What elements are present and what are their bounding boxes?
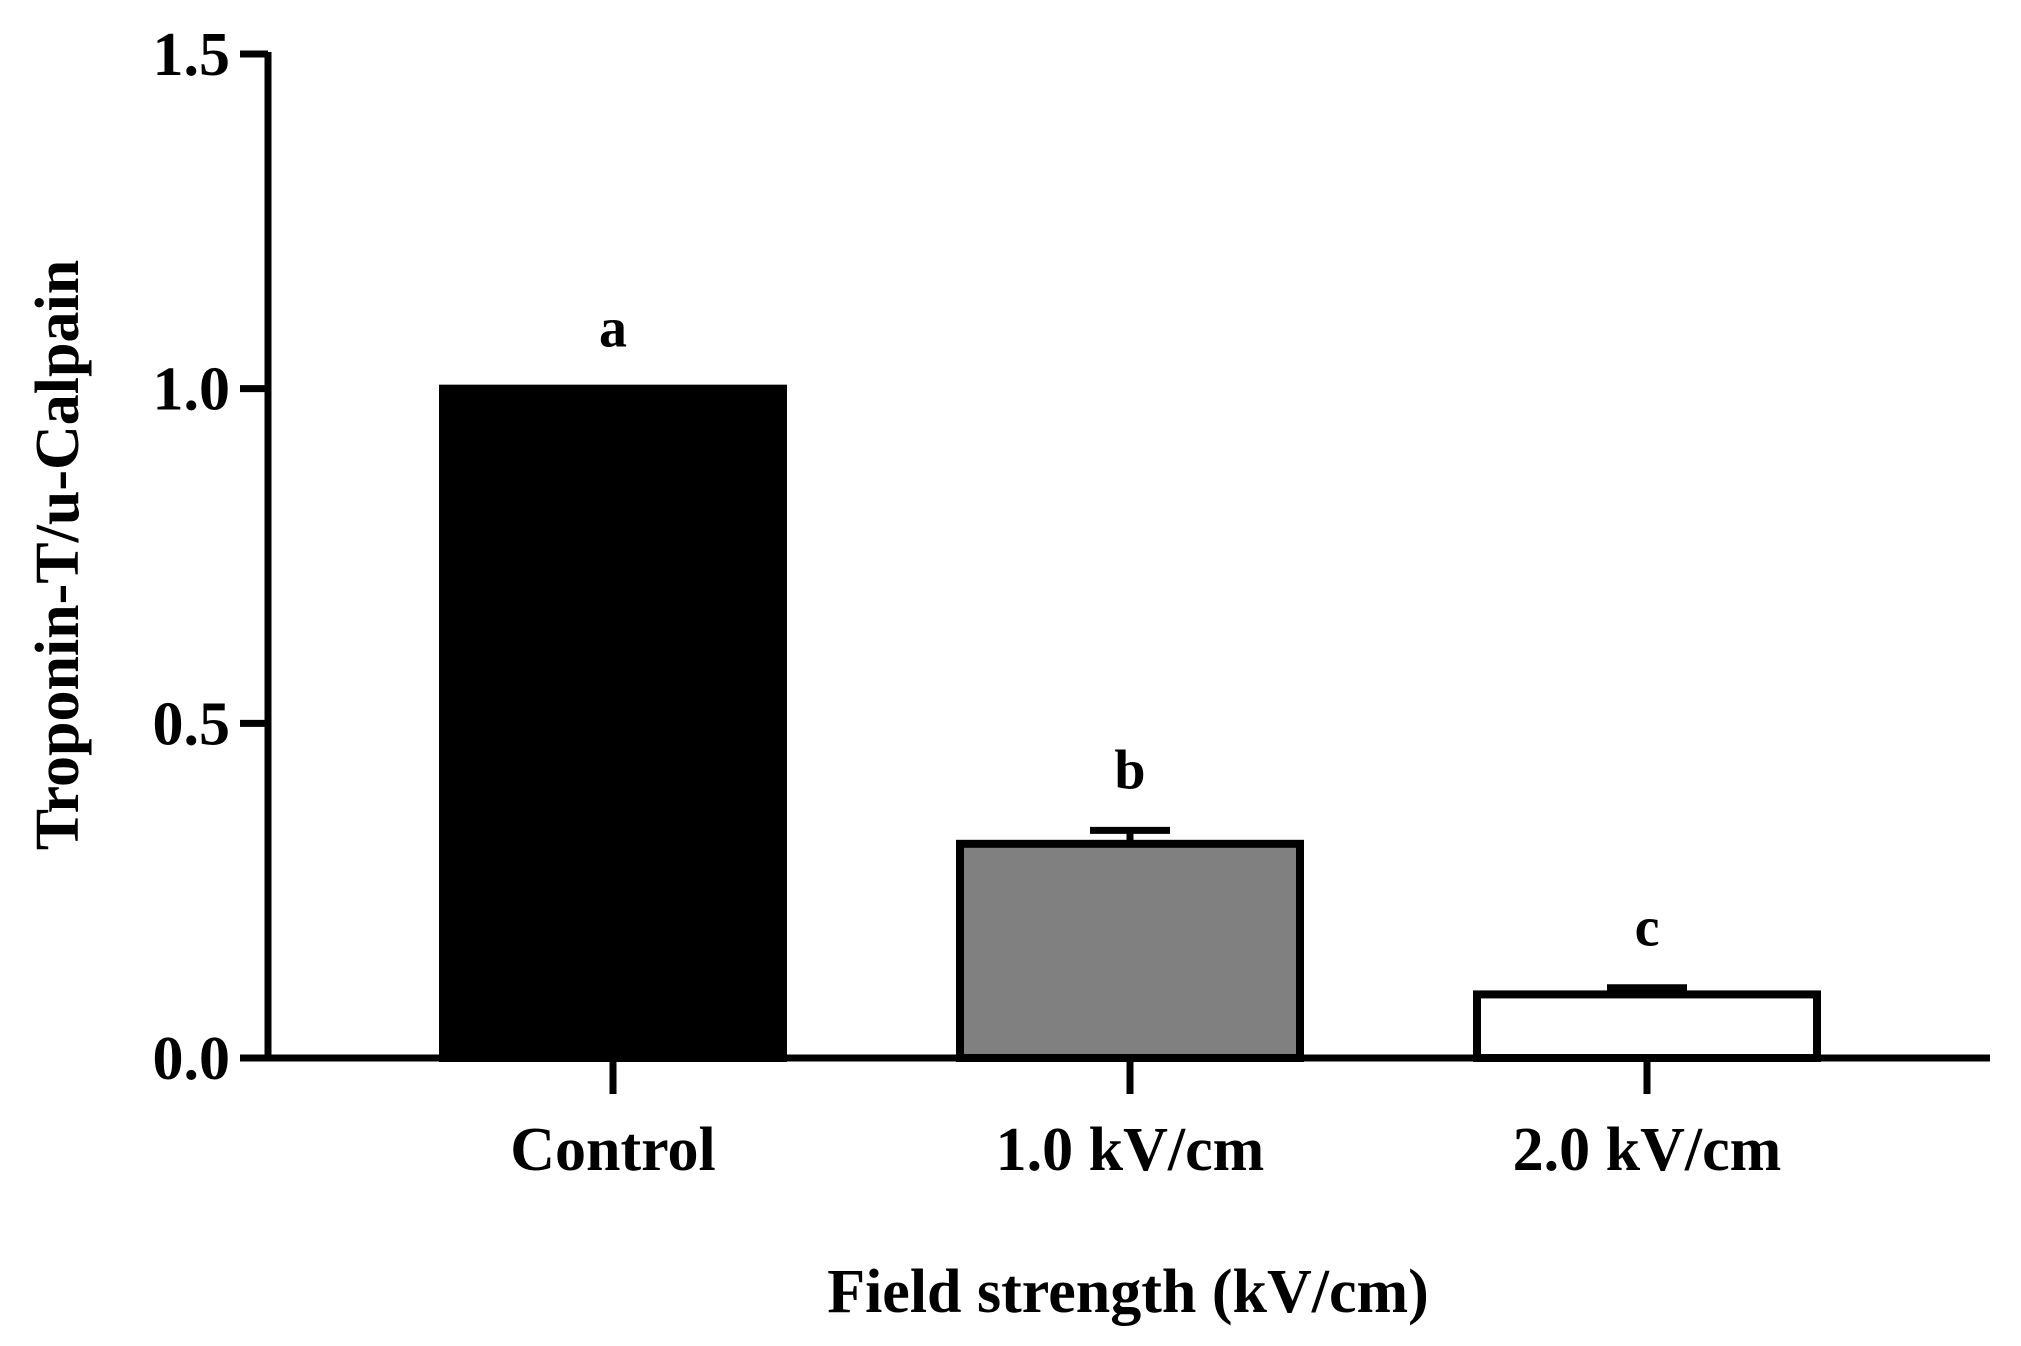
y-ticks: 0.0 0.5 1.0 1.5: [153, 21, 268, 1093]
bar-2: [956, 839, 1304, 1063]
y-tick-label: 1.0: [153, 356, 231, 424]
significance-letter-1: a: [599, 298, 627, 360]
bars: a b c: [439, 298, 1821, 1063]
y-tick-label: 0.0: [153, 1025, 231, 1093]
significance-letter-3: c: [1635, 897, 1660, 959]
significance-letter-2: b: [1114, 739, 1145, 801]
y-tick-label: 1.5: [153, 21, 231, 89]
y-axis-title: Troponin-T/u-Calpain: [24, 260, 92, 850]
x-tick-label: Control: [510, 1116, 716, 1184]
x-tick-label: 1.0 kV/cm: [996, 1116, 1265, 1184]
x-ticks: Control 1.0 kV/cm 2.0 kV/cm: [510, 1058, 1781, 1184]
x-tick-label: 2.0 kV/cm: [1513, 1116, 1782, 1184]
y-tick-label: 0.5: [153, 690, 231, 758]
bar-1: [439, 384, 787, 1062]
x-axis-title: Field strength (kV/cm): [827, 1258, 1429, 1326]
bar-3: [1473, 990, 1821, 1062]
